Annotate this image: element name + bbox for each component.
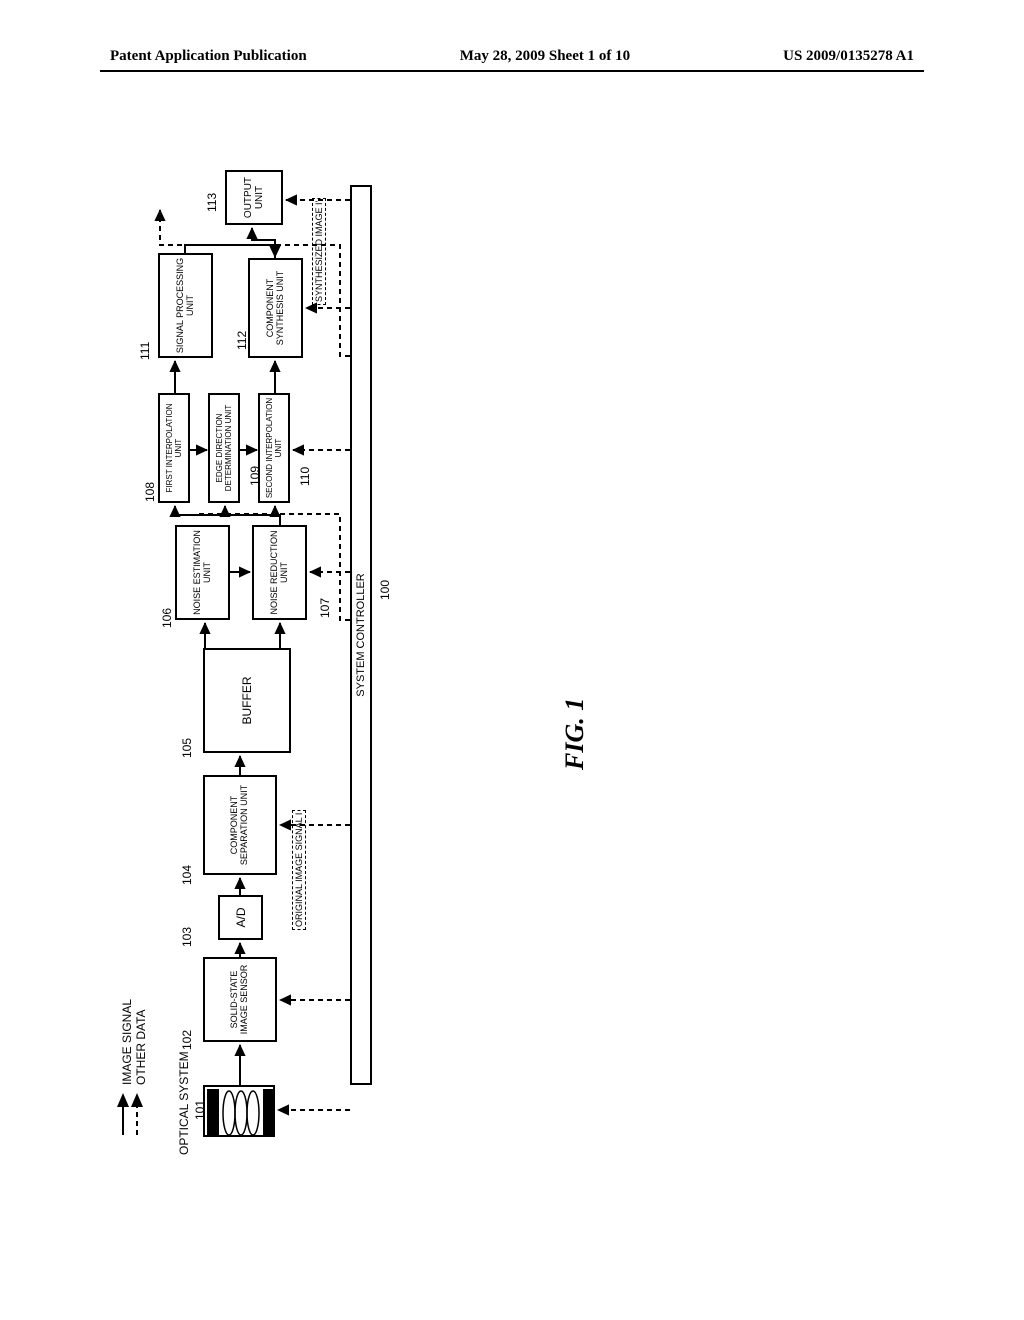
- block-111-signal-processing: SIGNAL PROCESSING UNIT: [158, 253, 213, 358]
- ref-111: 111: [138, 342, 152, 360]
- block-103-ad: A/D: [218, 895, 263, 940]
- legend-dashed-label: OTHER DATA: [134, 1009, 148, 1085]
- block-108-label: FIRST INTERPOLATION UNIT: [165, 395, 183, 501]
- block-113-label: OUTPUT UNIT: [243, 172, 265, 223]
- legend-solid-label: IMAGE SIGNAL: [120, 999, 134, 1085]
- block-105-label: BUFFER: [240, 677, 254, 725]
- ref-112: 112: [235, 331, 249, 350]
- ref-103: 103: [180, 927, 194, 947]
- header-left: Patent Application Publication: [110, 48, 307, 65]
- figure-1-diagram: FIG. 1 IMAGE SIGNAL OTHER DATA OPTICAL S…: [100, 150, 924, 1170]
- ref-107: 107: [318, 598, 332, 618]
- ref-106: 106: [160, 608, 174, 628]
- ref-110: 110: [298, 467, 312, 486]
- block-106-label: NOISE ESTIMATION UNIT: [193, 527, 213, 618]
- block-113-output-unit: OUTPUT UNIT: [225, 170, 283, 225]
- ref-100: 100: [378, 580, 392, 600]
- annotation-synthesized-image: SYNTHESIZED IMAGE I': [312, 198, 326, 305]
- patent-header: Patent Application Publication May 28, 2…: [0, 48, 1024, 65]
- block-104-component-separation: COMPONENT SEPARATION UNIT: [203, 775, 277, 875]
- block-101-optical-system: [203, 1085, 275, 1137]
- ref-104: 104: [180, 865, 194, 885]
- annotation-original-image: ORIGINAL IMAGE SIGNAL I: [292, 810, 306, 930]
- block-112-component-synthesis: COMPONENT SYNTHESIS UNIT: [248, 258, 303, 358]
- ref-102: 102: [180, 1030, 194, 1050]
- ref-105: 105: [180, 738, 194, 758]
- header-center: May 28, 2009 Sheet 1 of 10: [460, 48, 630, 65]
- header-right: US 2009/0135278 A1: [783, 48, 914, 65]
- ref-108: 108: [143, 482, 157, 502]
- block-108-first-interpolation: FIRST INTERPOLATION UNIT: [158, 393, 190, 503]
- block-100-system-controller: SYSTEM CONTROLLER: [350, 185, 372, 1085]
- block-109-edge-direction: EDGE DIRECTION DETERMINATION UNIT: [208, 393, 240, 503]
- optical-system-label: OPTICAL SYSTEM: [177, 1051, 191, 1155]
- block-105-buffer: BUFFER: [203, 648, 291, 753]
- block-107-noise-reduction: NOISE REDUCTION UNIT: [252, 525, 307, 620]
- ref-113: 113: [205, 193, 219, 212]
- block-109-label: EDGE DIRECTION DETERMINATION UNIT: [215, 395, 233, 501]
- block-111-label: SIGNAL PROCESSING UNIT: [176, 255, 196, 356]
- block-104-label: COMPONENT SEPARATION UNIT: [230, 777, 250, 873]
- figure-label: FIG. 1: [560, 698, 590, 770]
- block-110-second-interpolation: SECOND INTERPOLATION UNIT: [258, 393, 290, 503]
- header-rule: [100, 70, 924, 72]
- block-112-label: COMPONENT SYNTHESIS UNIT: [266, 260, 286, 356]
- block-102-label: SOLID-STATE IMAGE SENSOR: [230, 959, 250, 1040]
- block-102-image-sensor: SOLID-STATE IMAGE SENSOR: [203, 957, 277, 1042]
- block-107-label: NOISE REDUCTION UNIT: [270, 527, 290, 618]
- block-103-label: A/D: [234, 908, 248, 928]
- block-110-label: SECOND INTERPOLATION UNIT: [265, 395, 283, 501]
- block-106-noise-estimation: NOISE ESTIMATION UNIT: [175, 525, 230, 620]
- block-100-label: SYSTEM CONTROLLER: [355, 573, 367, 696]
